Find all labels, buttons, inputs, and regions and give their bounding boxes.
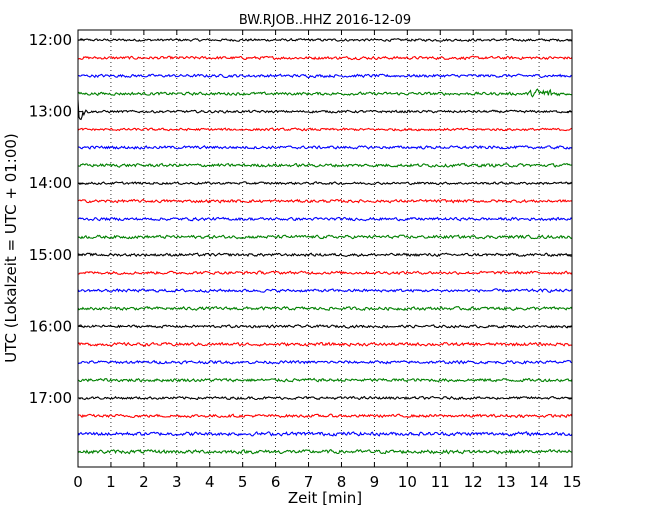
plot-area-frame	[77, 29, 573, 468]
y-tick-label: 13:00	[29, 103, 72, 121]
grid-lines	[110, 30, 540, 467]
x-tick-label: 9	[370, 473, 380, 491]
y-tick-label: 17:00	[29, 389, 72, 407]
x-tick-label: 6	[271, 473, 281, 491]
x-tick-label: 12	[464, 473, 483, 491]
trace-1500	[77, 252, 573, 258]
trace-1530	[77, 288, 573, 293]
x-tick-label: 7	[304, 473, 314, 491]
trace-1300	[77, 99, 573, 121]
x-tick-label: 15	[562, 473, 581, 491]
trace-1215	[77, 55, 573, 61]
trace-1330	[78, 145, 573, 150]
trace-1515	[77, 270, 573, 275]
trace-1400	[77, 181, 573, 186]
trace-1645	[77, 377, 573, 383]
y-tick-label: 16:00	[29, 317, 72, 335]
trace-1745	[77, 448, 573, 455]
x-tick-label: 4	[205, 473, 215, 491]
trace-1315	[77, 127, 573, 132]
x-tick-label: 8	[337, 473, 347, 491]
trace-1445	[77, 234, 573, 240]
trace-1230	[77, 73, 573, 79]
x-tick-label: 5	[238, 473, 248, 491]
trace-1415	[77, 198, 573, 204]
trace-1545	[77, 305, 573, 311]
chart-title: BW.RJOB..HHZ 2016-12-09	[239, 13, 411, 28]
x-tick-label: 0	[73, 473, 83, 491]
trace-1245	[77, 88, 573, 98]
x-tick-label: 10	[398, 473, 417, 491]
x-tick-label: 11	[431, 473, 450, 491]
x-tick-label: 2	[139, 473, 149, 491]
trace-1345	[77, 162, 573, 168]
trace-group	[77, 37, 573, 455]
trace-1600	[77, 324, 573, 329]
x-tick-label: 1	[106, 473, 116, 491]
x-axis-label: Zeit [min]	[288, 489, 362, 507]
x-tick-label: 14	[530, 473, 549, 491]
y-axis-label: UTC (Lokalzeit = UTC + 01:00)	[2, 133, 20, 363]
trace-1715	[77, 413, 573, 419]
y-tick-label: 14:00	[29, 174, 72, 192]
trace-1700	[77, 395, 573, 401]
x-tick-label: 3	[172, 473, 182, 491]
trace-1615	[77, 341, 573, 347]
x-tick-label: 13	[497, 473, 516, 491]
trace-1630	[77, 359, 573, 365]
y-tick-label: 12:00	[29, 31, 72, 49]
trace-1430	[77, 216, 573, 222]
axis-ticks: 0 1 2 3 4 5 6 7 8 9 10 11 12 13 14 1512:0013:0014:0015:…	[29, 30, 582, 491]
trace-1730	[77, 431, 573, 437]
trace-1200	[77, 37, 573, 43]
y-tick-label: 15:00	[29, 246, 72, 264]
